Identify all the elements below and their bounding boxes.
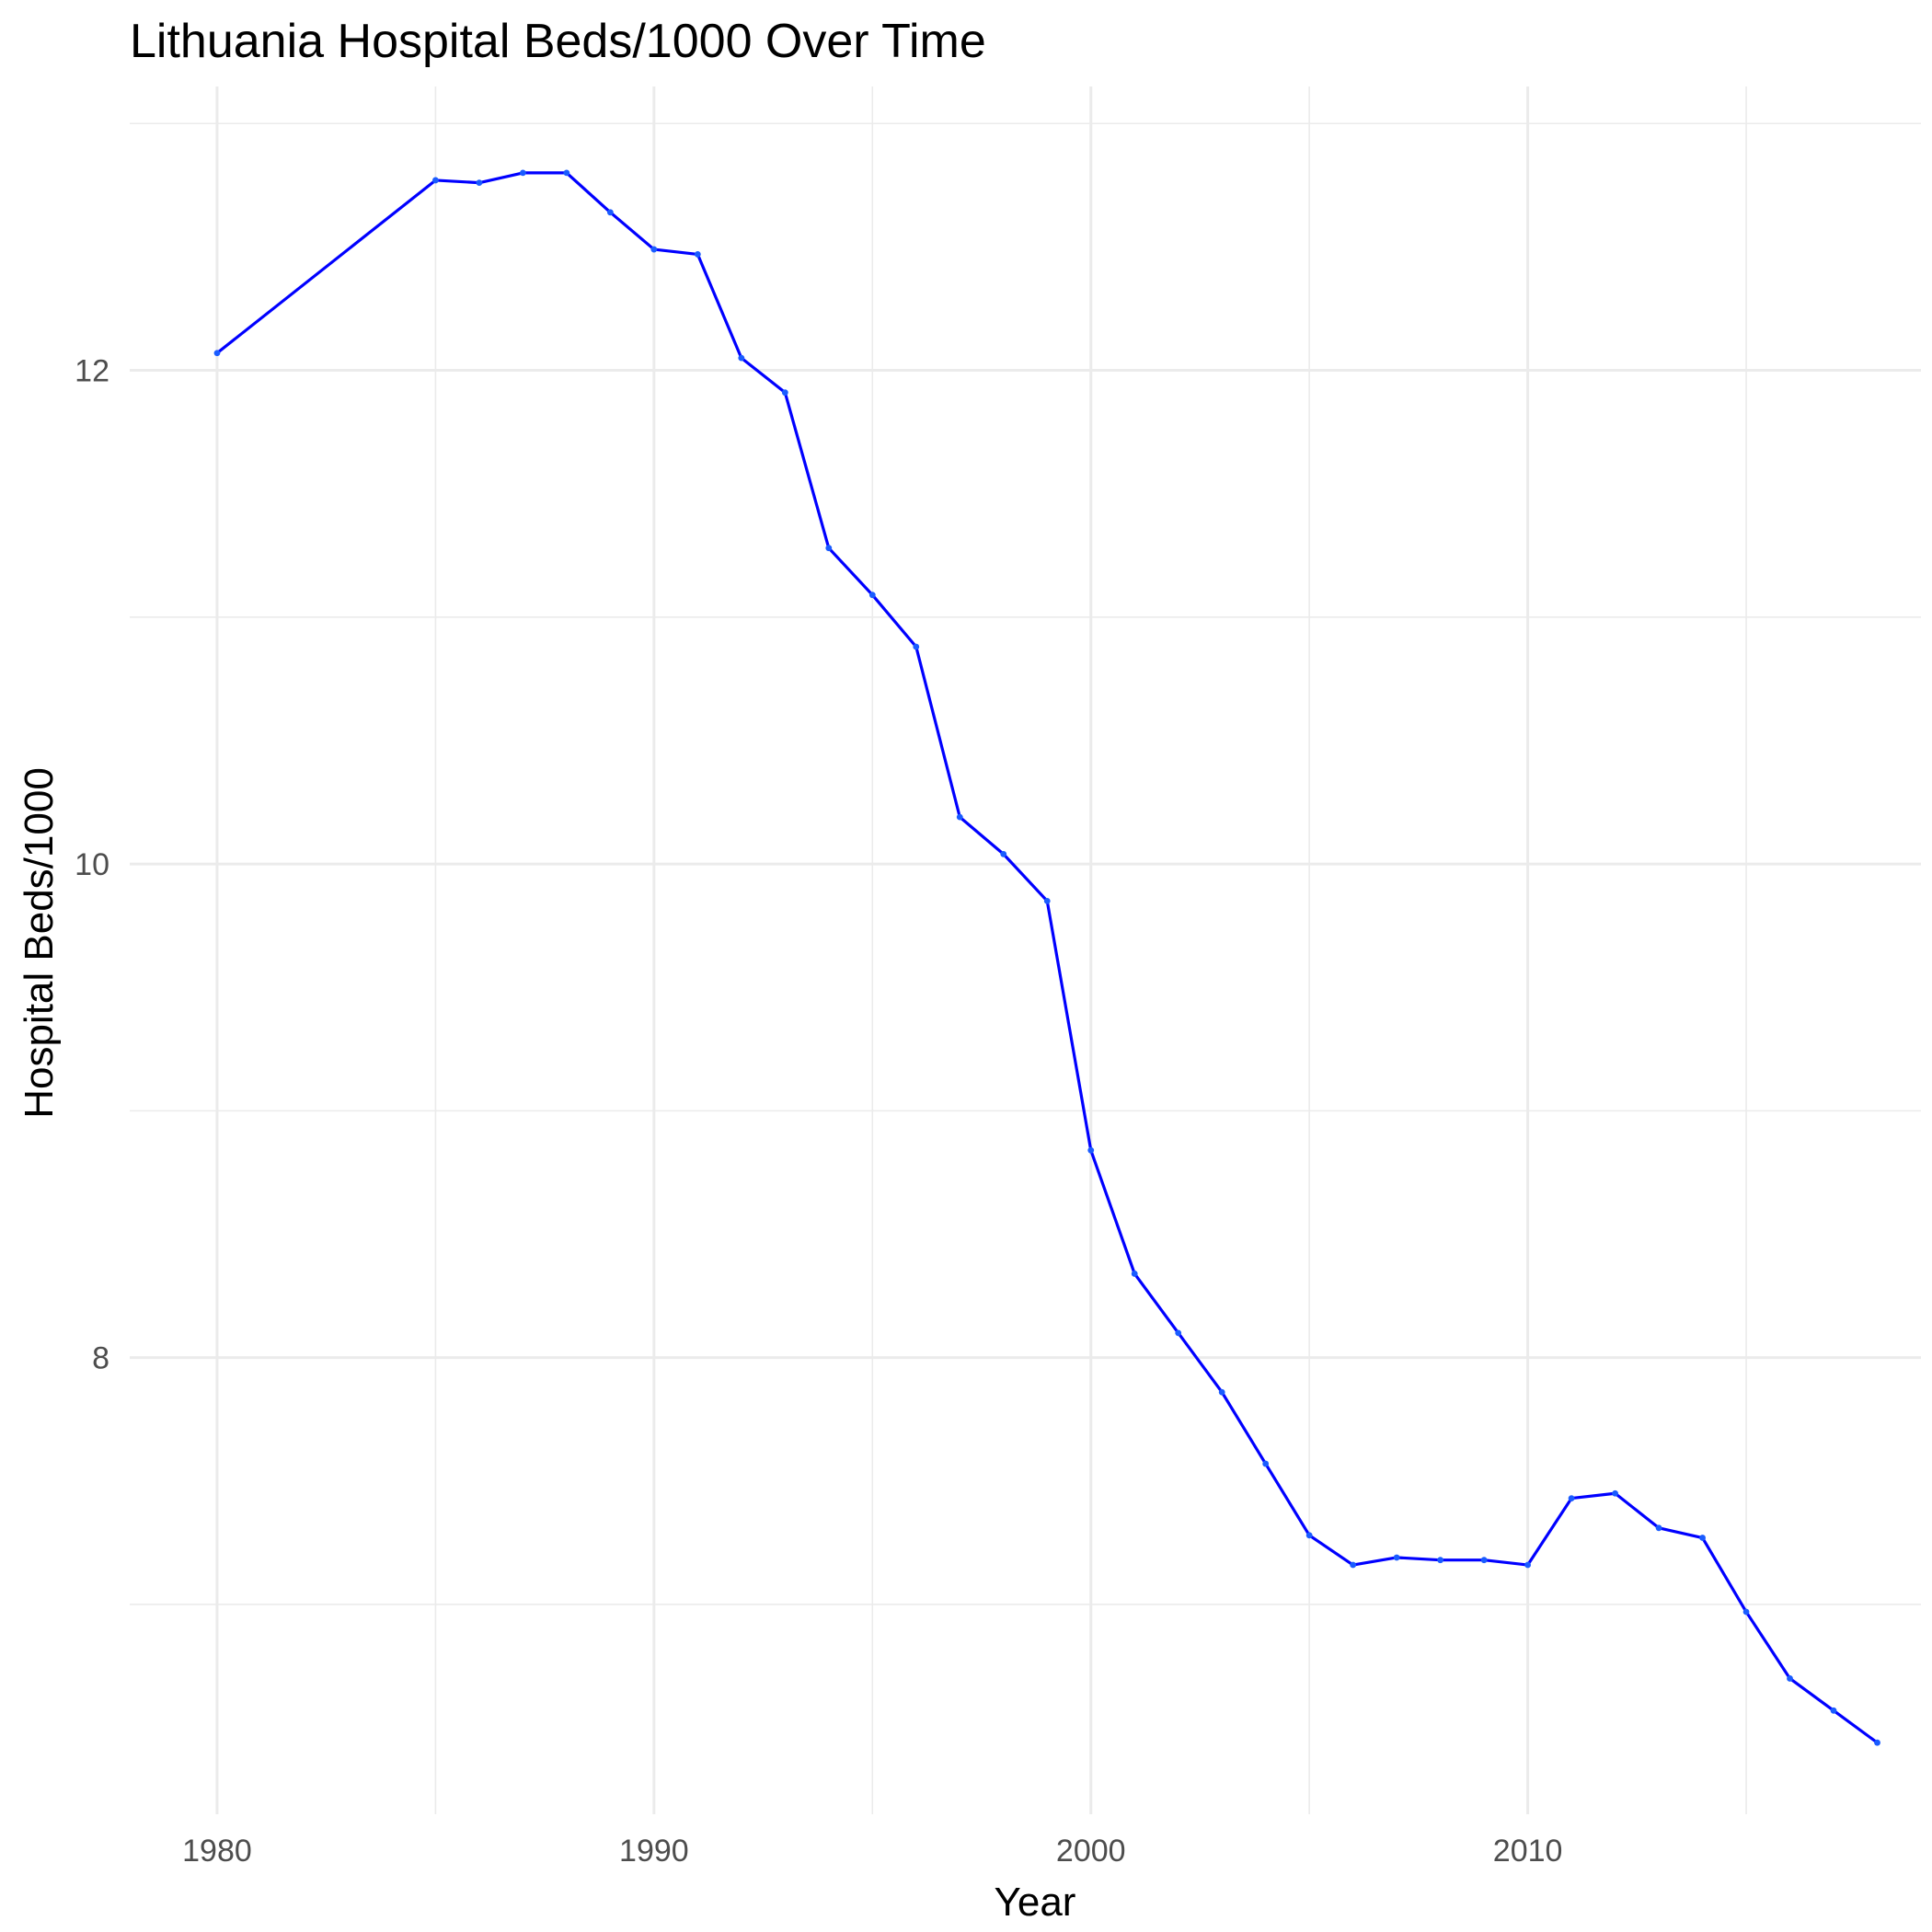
data-point — [1568, 1495, 1575, 1501]
data-point — [1305, 1532, 1313, 1539]
x-axis-title: Year — [995, 1880, 1076, 1925]
data-point — [1787, 1675, 1793, 1682]
data-point — [1655, 1524, 1662, 1532]
data-point — [738, 354, 745, 362]
data-point — [1087, 1146, 1095, 1154]
x-tick-label: 1980 — [182, 1834, 252, 1869]
data-point — [1218, 1388, 1225, 1396]
data-point — [1437, 1557, 1444, 1564]
data-point — [476, 179, 483, 187]
data-point — [650, 246, 658, 253]
y-tick-label: 12 — [75, 354, 109, 389]
data-point — [694, 251, 701, 258]
data-point — [1043, 897, 1051, 904]
y-tick-label: 10 — [75, 847, 109, 882]
data-point — [1524, 1561, 1532, 1569]
grid-lines — [130, 86, 1921, 1814]
data-point — [1131, 1271, 1138, 1277]
data-point — [1480, 1557, 1488, 1564]
series-line — [215, 171, 1880, 1744]
y-tick-label: 8 — [92, 1341, 109, 1376]
data-point — [913, 643, 920, 650]
data-series — [213, 169, 1880, 1746]
x-tick-label: 2010 — [1493, 1834, 1563, 1869]
x-axis-tick-labels: 1980 1990 2000 2010 — [182, 1834, 1562, 1869]
chart-title: Lithuania Hospital Beds/1000 Over Time — [130, 15, 986, 68]
x-tick-label: 1990 — [619, 1834, 689, 1869]
data-point — [606, 209, 614, 216]
data-point — [956, 813, 963, 821]
data-point — [1742, 1608, 1750, 1616]
data-point — [1699, 1535, 1706, 1541]
data-point — [868, 592, 876, 599]
data-point — [781, 389, 788, 397]
data-point — [1612, 1489, 1618, 1497]
data-point — [1874, 1739, 1880, 1746]
data-point — [1000, 850, 1007, 857]
data-point — [1262, 1460, 1270, 1467]
data-point — [1830, 1707, 1837, 1714]
x-tick-label: 2000 — [1056, 1834, 1126, 1869]
data-point — [563, 169, 570, 177]
y-axis-title: Hospital Beds/1000 — [17, 767, 62, 1119]
data-point — [825, 545, 833, 552]
data-point — [519, 169, 526, 177]
data-point — [1175, 1329, 1182, 1337]
data-point — [1393, 1554, 1400, 1561]
data-point — [213, 350, 221, 357]
data-point — [432, 177, 439, 184]
y-axis-tick-labels: 8 10 12 — [75, 354, 109, 1376]
data-point — [1350, 1561, 1357, 1569]
